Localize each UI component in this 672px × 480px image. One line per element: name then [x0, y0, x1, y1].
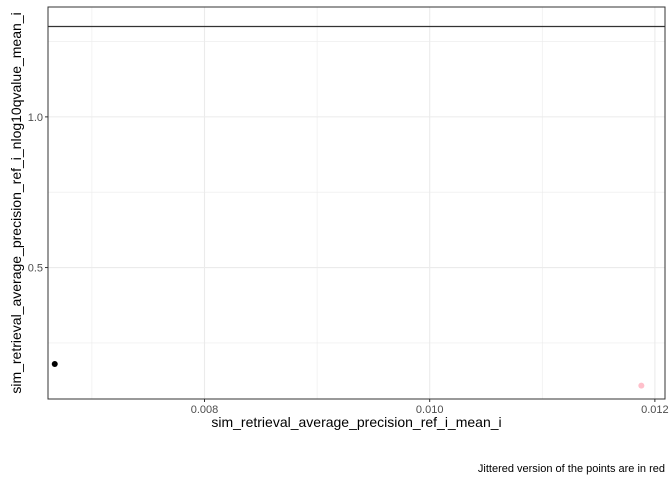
x-axis-title: sim_retrieval_average_precision_ref_i_me… — [211, 414, 501, 430]
y-axis-ticks: 0.5 1.0 — [28, 112, 48, 275]
plot-panel-border — [47, 6, 666, 400]
data-point — [51, 360, 58, 367]
y-axis-title: sim_retrieval_average_precision_ref_i_nl… — [8, 12, 24, 393]
minor-gridlines — [48, 7, 665, 399]
plot-panel-background — [48, 7, 665, 399]
major-gridlines — [48, 7, 665, 399]
data-points — [51, 360, 645, 389]
x-axis-ticks: 0.008 0.010 0.012 — [191, 399, 669, 416]
y-tick-label: 0.5 — [28, 263, 43, 275]
y-tick-label: 1.0 — [28, 112, 43, 124]
chart-caption: Jittered version of the points are in re… — [478, 463, 665, 475]
x-tick-label: 0.010 — [416, 404, 444, 416]
jittered-data-point — [638, 382, 645, 389]
x-tick-label: 0.012 — [641, 404, 669, 416]
x-tick-label: 0.008 — [191, 404, 219, 416]
